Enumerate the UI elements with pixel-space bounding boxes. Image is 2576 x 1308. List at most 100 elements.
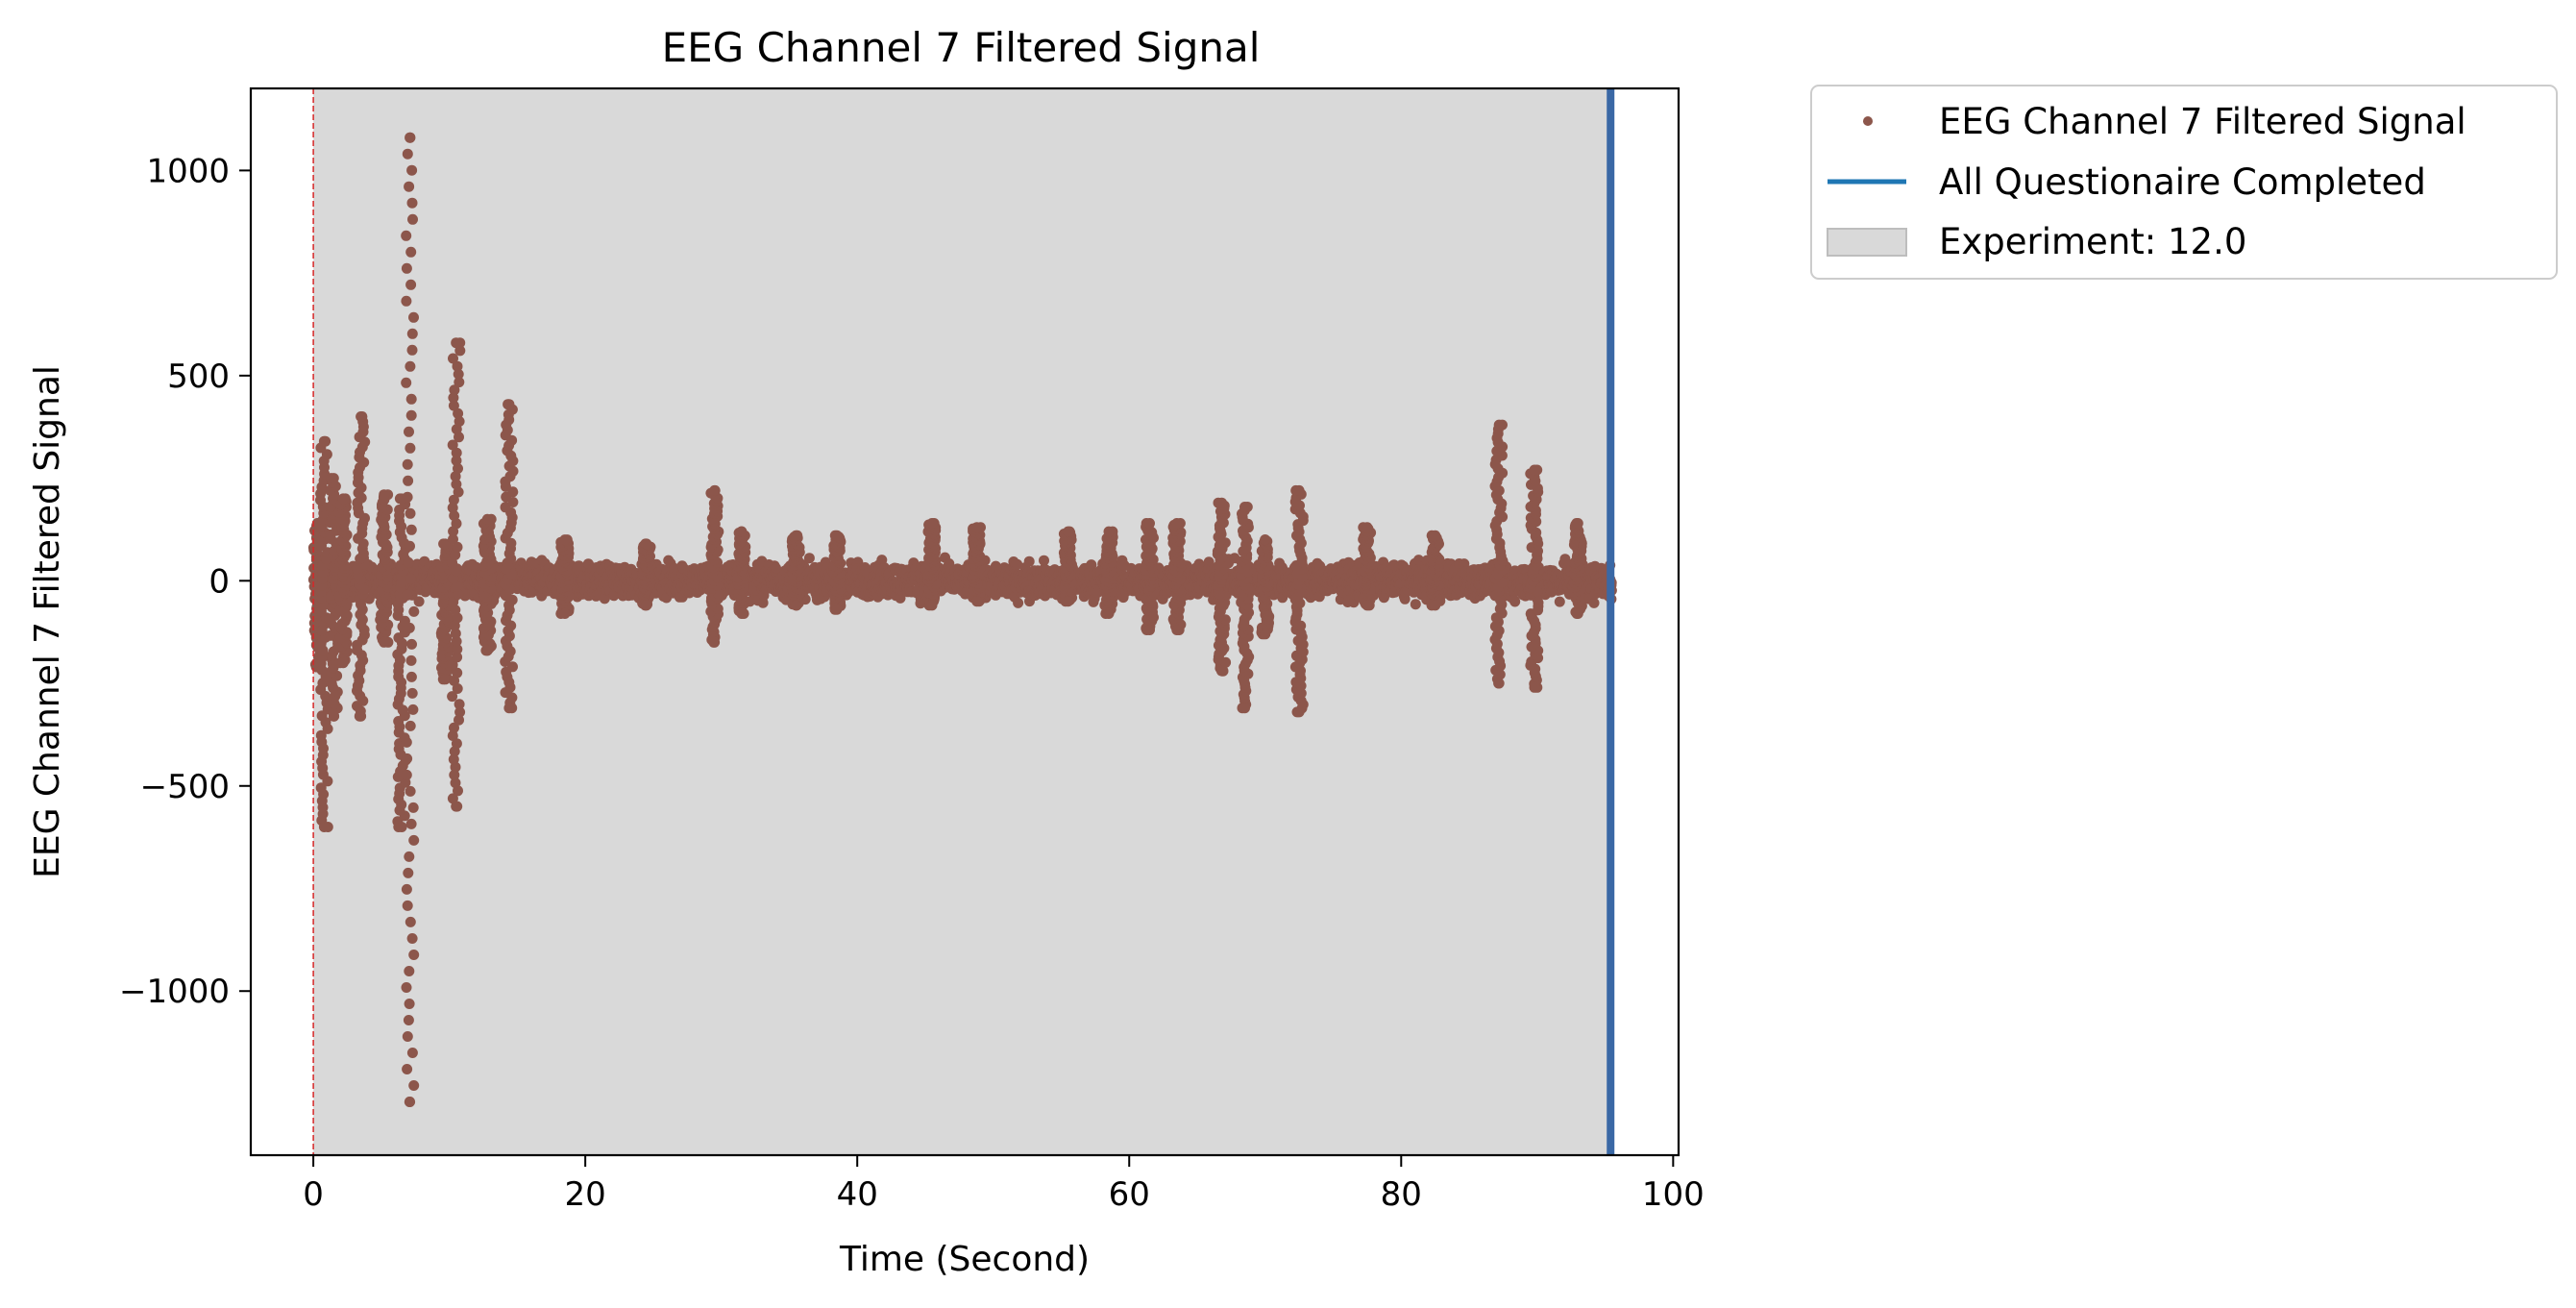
- data-point: [405, 409, 417, 421]
- data-point: [402, 458, 413, 470]
- data-point: [401, 982, 412, 993]
- data-points: [307, 132, 1617, 1107]
- data-point: [406, 638, 417, 650]
- data-point: [405, 540, 415, 552]
- data-point: [402, 589, 413, 601]
- data-point: [1509, 594, 1520, 605]
- data-point: [402, 753, 413, 764]
- data-point: [1013, 597, 1024, 608]
- data-point: [405, 524, 417, 535]
- data-point: [709, 636, 721, 648]
- data-point: [402, 1064, 413, 1074]
- data-point: [337, 493, 349, 505]
- data-point: [641, 600, 652, 611]
- data-point: [405, 916, 416, 927]
- data-point: [402, 491, 413, 503]
- data-point: [406, 933, 418, 944]
- data-point: [503, 399, 515, 410]
- data-point: [404, 622, 415, 633]
- data-point: [405, 360, 416, 372]
- data-point: [406, 197, 418, 209]
- data-point: [574, 560, 584, 572]
- data-point: [404, 966, 415, 976]
- data-point: [379, 636, 390, 648]
- data-point: [1012, 558, 1023, 570]
- data-point: [831, 530, 843, 541]
- data-point: [1039, 555, 1049, 566]
- data-point: [413, 596, 425, 607]
- data-point: [407, 802, 419, 813]
- data-point: [408, 311, 419, 323]
- data-point: [401, 736, 412, 748]
- data-point: [439, 674, 451, 685]
- chart-title: EEG Channel 7 Filtered Signal: [662, 24, 1261, 71]
- data-point: [405, 246, 417, 258]
- data-point: [401, 769, 412, 780]
- data-point: [406, 687, 418, 699]
- data-point: [405, 507, 416, 519]
- data-point: [356, 710, 367, 722]
- data-point: [406, 344, 418, 356]
- data-point: [404, 181, 415, 192]
- data-point: [771, 562, 781, 574]
- data-point: [318, 822, 330, 832]
- data-point: [401, 883, 412, 895]
- data-point: [481, 645, 493, 656]
- data-point: [401, 295, 412, 307]
- data-point: [328, 473, 339, 484]
- data-point: [405, 573, 416, 584]
- data-point: [454, 699, 465, 710]
- data-point: [481, 513, 493, 525]
- data-point: [379, 489, 390, 501]
- data-point: [451, 337, 462, 349]
- data-point: [403, 556, 414, 568]
- data-point: [1410, 599, 1421, 610]
- data-point: [401, 377, 412, 388]
- data-point: [356, 411, 367, 422]
- data-point: [408, 1080, 420, 1091]
- data-point: [402, 148, 413, 160]
- data-point: [406, 1048, 418, 1058]
- data-point: [895, 592, 906, 604]
- data-point: [408, 605, 420, 617]
- data-point: [503, 703, 515, 714]
- data-point: [405, 785, 416, 797]
- data-point: [559, 534, 571, 546]
- data-point: [736, 608, 748, 619]
- data-point: [405, 1097, 416, 1107]
- data-point: [406, 164, 418, 176]
- data-point: [405, 442, 416, 454]
- data-point: [408, 950, 420, 960]
- data-point: [405, 393, 417, 405]
- data-point: [401, 230, 412, 241]
- data-point: [1588, 597, 1600, 608]
- data-point: [791, 600, 801, 611]
- data-point: [599, 593, 610, 605]
- data-point: [709, 484, 721, 496]
- data-point: [405, 720, 416, 731]
- data-point: [405, 671, 417, 682]
- data-point: [402, 900, 413, 911]
- data-point: [1023, 555, 1035, 567]
- data-point: [1554, 596, 1565, 607]
- data-point: [559, 608, 571, 619]
- data-point: [401, 262, 412, 274]
- data-point: [791, 530, 801, 541]
- data-point: [641, 538, 652, 550]
- data-point: [402, 1031, 413, 1042]
- data-point: [405, 132, 416, 143]
- data-point: [403, 1015, 414, 1025]
- data-point: [405, 654, 417, 666]
- data-point: [405, 818, 417, 829]
- data-point: [403, 867, 414, 878]
- experiment-shaded-region: [313, 88, 1611, 1155]
- data-point: [405, 279, 417, 290]
- data-point: [328, 710, 339, 722]
- data-point: [406, 328, 418, 339]
- data-point: [831, 604, 843, 615]
- data-point: [407, 213, 418, 225]
- data-point: [318, 435, 330, 447]
- data-point: [404, 426, 414, 437]
- data-point: [408, 834, 420, 846]
